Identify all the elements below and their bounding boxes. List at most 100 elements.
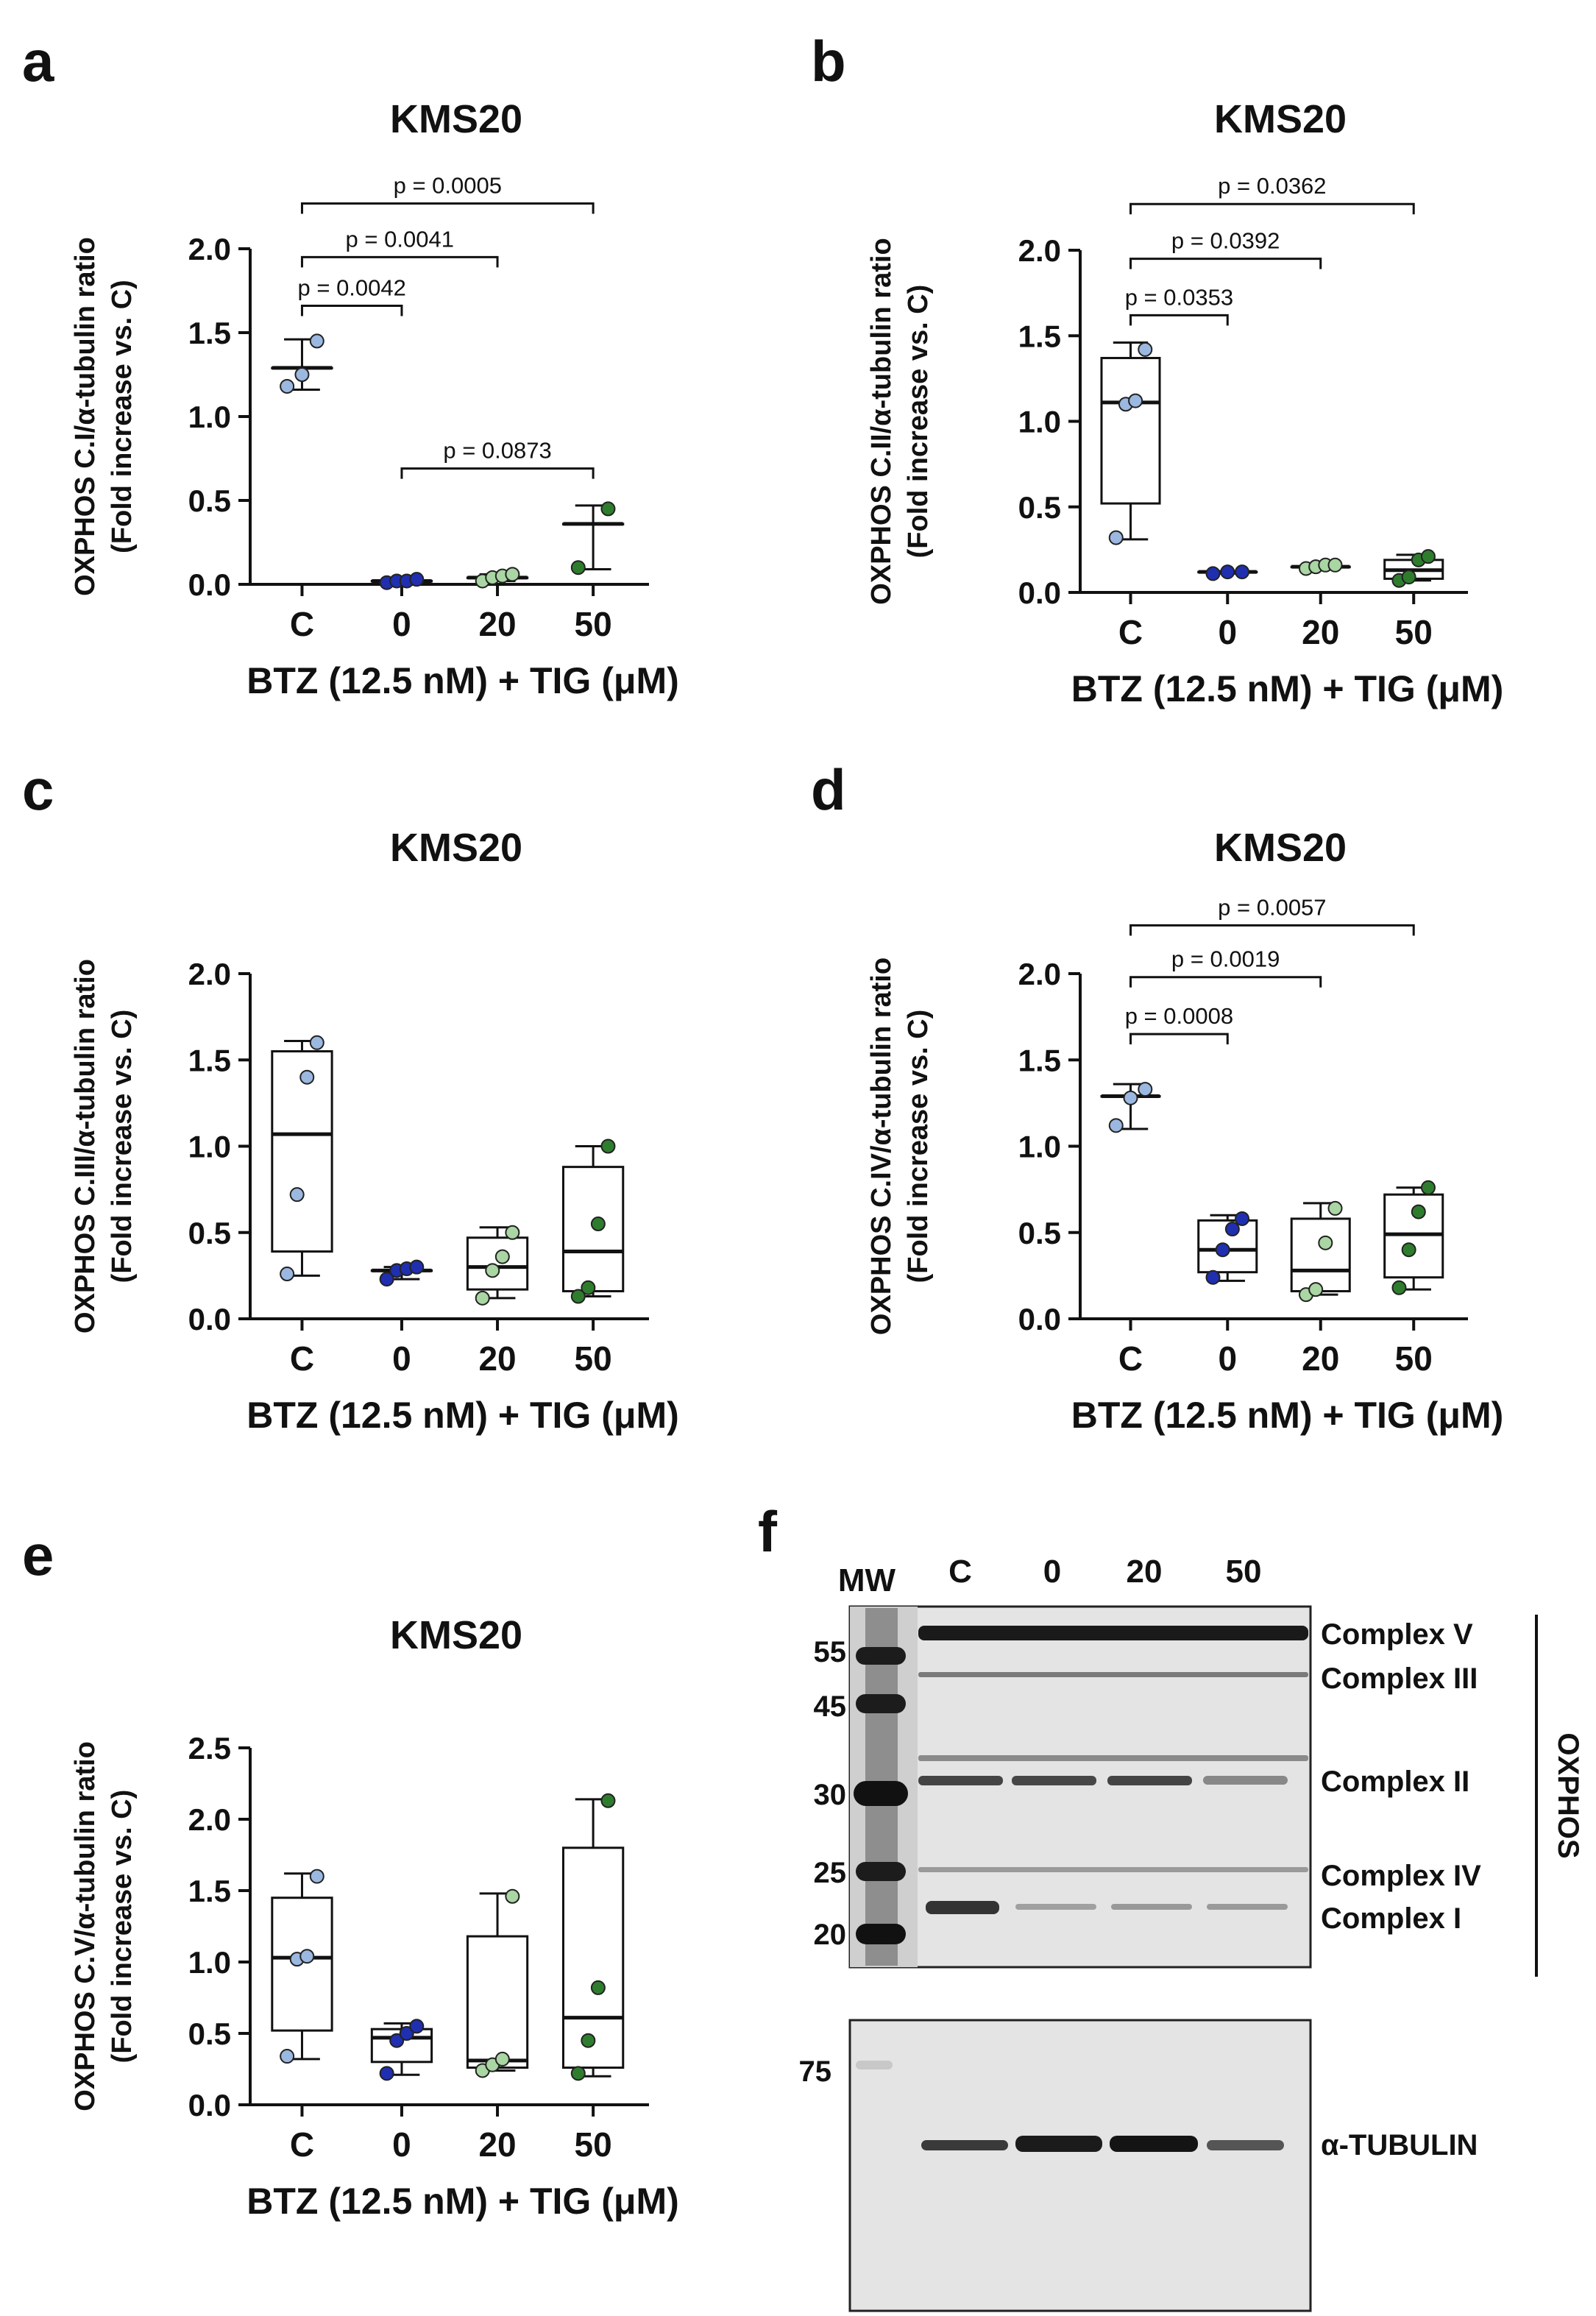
box-group-20 [466,1888,529,2078]
significance-bracket: p = 0.0041 [300,226,499,268]
data-point [505,1888,520,1904]
data-point [309,1035,324,1050]
panel-label-f: f [758,1499,778,1564]
oxphos-blot-image [848,1605,1312,1969]
y-axis-label-line-2: (Fold increase vs. C) [903,1010,934,1283]
y-axis-label-line-1: OXPHOS C.III/α-tubulin ratio [70,959,101,1334]
data-point [1391,1280,1407,1295]
oxphos-group-label: OXPHOS [1552,1732,1584,1858]
data-point [379,2066,394,2081]
y-tick-label: 0.0 [188,567,231,602]
y-axis-label-line-2: (Fold increase vs. C) [903,285,934,559]
data-point [570,2066,586,2081]
y-tick-label: 1.5 [1018,1043,1061,1077]
significance-bracket: p = 0.0005 [300,172,595,214]
data-point [581,1280,596,1295]
significance-bracket: p = 0.0008 [1125,1003,1233,1045]
data-point [600,501,616,517]
data-point [1224,1222,1240,1237]
data-point [399,2026,414,2041]
data-point [299,1069,315,1085]
box-group-c [271,1035,333,1282]
blot-lane-label-c: C [948,1554,972,1590]
box-group-50 [561,1138,625,1304]
x-tick-label-c: C [290,1339,314,1378]
p-value-label: p = 0.0042 [298,275,406,301]
data-point [590,1980,606,1995]
y-tick-label: 2.0 [188,957,231,991]
data-point [570,1289,586,1304]
chart-title: KMS20 [390,97,522,141]
x-tick-label-c: C [1118,1339,1143,1378]
data-point [1327,557,1343,573]
box [1197,1219,1258,1274]
box-group-c [271,1869,333,2064]
y-axis-label-line-2: (Fold increase vs. C) [107,1010,138,1283]
x-tick-label-0: 0 [392,2125,411,2164]
y-axis-label-line-1: OXPHOS C.II/α-tubulin ratio [866,238,897,604]
data-point [280,2049,295,2064]
box [1100,356,1161,505]
box [466,1935,529,2069]
x-tick-label-c: C [290,2125,314,2164]
x-tick-label-20: 20 [478,605,516,643]
data-point [590,1217,606,1232]
data-point [379,1272,394,1287]
box [271,1050,333,1253]
y-tick-label: 0.5 [188,484,231,518]
y-axis-label-line-2: (Fold increase vs. C) [107,280,138,553]
x-tick-label-c: C [1118,613,1143,651]
x-axis-label: BTZ (12.5 nM) + TIG (μM) [247,660,679,701]
box-group-20 [1290,1200,1351,1303]
box-group-0 [1197,1211,1258,1285]
y-axis-label-line-1: OXPHOS C.IV/α-tubulin ratio [866,957,897,1335]
bracket-line [400,467,595,479]
data-point [1138,341,1153,357]
mw-marker-30: 30 [814,1779,847,1811]
y-tick-label: 0.0 [1018,576,1061,610]
x-tick-label-50: 50 [575,1339,612,1378]
data-point [570,560,586,576]
data-point [1128,393,1143,408]
band-label-complex-iv: Complex IV [1321,1860,1481,1892]
y-tick-label: 1.0 [188,400,231,434]
data-point [1327,1200,1343,1216]
significance-bracket: p = 0.0057 [1129,894,1415,936]
y-tick-label: 2.0 [188,1802,231,1837]
data-point [1205,566,1221,581]
y-tick-label: 1.0 [1018,1130,1061,1164]
x-tick-label-50: 50 [1395,1339,1433,1378]
p-value-label: p = 0.0873 [443,438,551,464]
chart-panel-e: e KMS20 OXPHOS C.V/α-tubulin ratio (Fold in… [22,1523,679,2222]
data-point [1205,1269,1221,1285]
panel-label-c: c [22,757,54,822]
box-group-20 [466,567,529,589]
data-point [494,2051,510,2067]
x-tick-label-20: 20 [1302,613,1339,651]
box-group-50 [561,501,625,576]
chart-title: KMS20 [390,1613,522,1657]
box-group-c [1100,341,1161,545]
mw-marker-25: 25 [814,1857,847,1889]
box [466,1236,529,1291]
data-point [309,1869,324,1884]
x-axis-label: BTZ (12.5 nM) + TIG (μM) [1071,1395,1504,1436]
data-point [494,1249,510,1264]
y-tick-label: 0.5 [1018,490,1061,525]
y-axis-label-line-1: OXPHOS C.I/α-tubulin ratio [70,237,101,596]
data-point [389,2033,405,2048]
x-axis-label: BTZ (12.5 nM) + TIG (μM) [247,2181,679,2222]
y-tick-label: 0.5 [1018,1216,1061,1250]
x-tick-label-0: 0 [1218,613,1237,651]
data-point [1123,1090,1138,1105]
data-point [1420,549,1436,564]
x-tick-label-0: 0 [1218,1339,1237,1378]
bracket-line [1129,924,1415,936]
y-axis-label-line-1: OXPHOS C.V/α-tubulin ratio [70,1741,101,2111]
x-axis-label: BTZ (12.5 nM) + TIG (μM) [247,1395,679,1436]
x-tick-label-20: 20 [478,2125,516,2164]
data-point [1318,1235,1333,1250]
y-tick-label: 1.0 [1018,405,1061,439]
y-tick-label: 1.5 [188,1043,231,1077]
